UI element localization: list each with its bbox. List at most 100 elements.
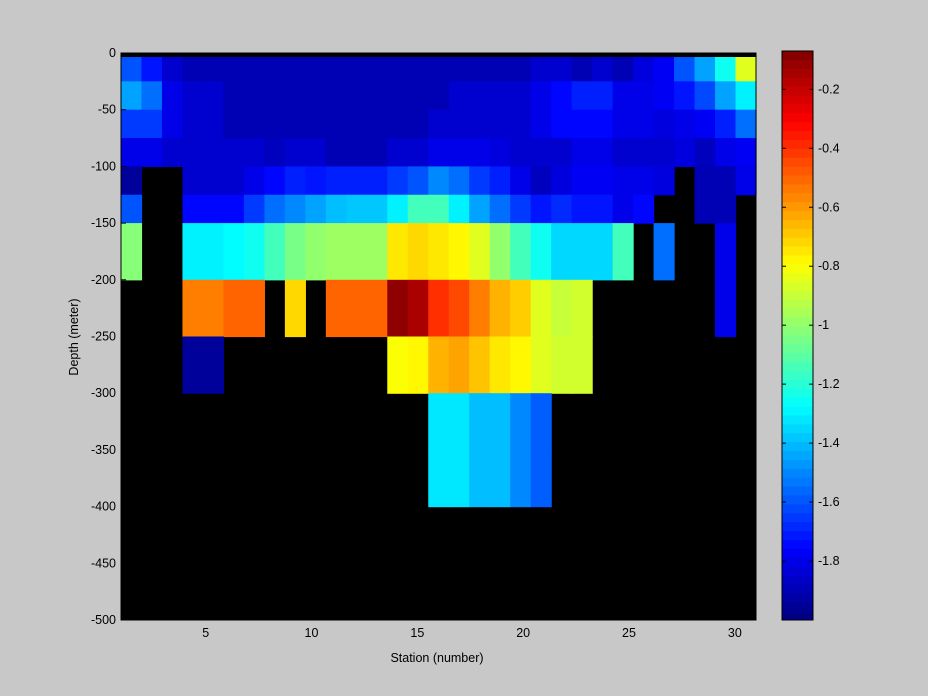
- heatmap-cell: [551, 166, 573, 196]
- heatmap-cell: [592, 53, 614, 82]
- heatmap-cell: [284, 194, 306, 224]
- colorbar-step: [782, 459, 813, 470]
- heatmap-cell: [448, 53, 470, 82]
- heatmap-cell: [387, 53, 409, 82]
- heatmap-cell: [612, 166, 634, 196]
- heatmap-cell: [530, 393, 552, 451]
- heatmap-cell: [674, 109, 696, 139]
- heatmap-cell: [571, 279, 593, 338]
- colorbar-frame: [781, 50, 814, 621]
- colorbar-step: [782, 86, 813, 96]
- heatmap-cell: [346, 166, 368, 196]
- heatmap-cell: [264, 194, 286, 224]
- heatmap-cell: [366, 194, 388, 224]
- heatmap-cell: [592, 138, 614, 167]
- heatmap-cell: [674, 138, 696, 167]
- heatmap-cell: [182, 53, 204, 82]
- heatmap-cell: [489, 449, 511, 508]
- y-tick-label: -450: [91, 556, 116, 570]
- heatmap-cell: [448, 81, 470, 111]
- heatmap-cell: [592, 194, 614, 224]
- colorbar-step: [782, 406, 813, 417]
- colorbar-step: [782, 584, 813, 594]
- colorbar-tick-label: -1.4: [818, 436, 840, 450]
- heatmap-cell: [510, 393, 532, 451]
- colorbar-step: [782, 451, 813, 461]
- heatmap-cell: [674, 53, 696, 82]
- heatmap-cell: [530, 194, 552, 224]
- colorbar-step: [782, 477, 813, 488]
- heatmap-cell: [530, 138, 552, 167]
- heatmap-cell: [551, 223, 573, 281]
- heatmap-cell: [161, 81, 184, 111]
- heatmap-cell: [674, 81, 696, 111]
- colorbar-step: [782, 299, 813, 310]
- colorbar-step: [782, 148, 813, 159]
- colorbar-step: [782, 486, 813, 497]
- heatmap-cell: [141, 53, 163, 82]
- heatmap-cell: [428, 194, 450, 224]
- heatmap-cell: [284, 166, 306, 196]
- heatmap-cell: [346, 81, 368, 111]
- heatmap-cell: [715, 109, 737, 139]
- heatmap-cell: [489, 279, 511, 338]
- heatmap-cell: [407, 223, 429, 281]
- heatmap-cell: [633, 109, 655, 139]
- heatmap-cell: [264, 223, 286, 281]
- heatmap-cell: [325, 53, 347, 82]
- heatmap-cell: [571, 336, 593, 394]
- heatmap-cell: [121, 81, 143, 111]
- colorbar: [782, 51, 813, 621]
- heatmap-cell: [182, 138, 204, 167]
- heatmap-cell: [448, 449, 470, 508]
- heatmap-cell: [530, 53, 552, 82]
- heatmap-cell: [571, 223, 593, 281]
- heatmap-cell: [202, 138, 225, 167]
- heatmap-cell: [264, 81, 286, 111]
- colorbar-tick-label: -1: [818, 318, 829, 332]
- heatmap-cell: [633, 194, 655, 224]
- heatmap-cell: [121, 194, 143, 224]
- heatmap-cell: [346, 53, 368, 82]
- heatmap-cell: [510, 109, 532, 139]
- heatmap-cell: [448, 393, 470, 451]
- colorbar-step: [782, 175, 813, 185]
- heatmap-cell: [182, 166, 204, 196]
- colorbar-step: [782, 157, 813, 168]
- heatmap-cell: [182, 279, 204, 338]
- heatmap-cell: [366, 138, 388, 167]
- heatmap-cell: [448, 166, 470, 196]
- heatmap-cells: [121, 53, 757, 508]
- heatmap-cell: [510, 166, 532, 196]
- heatmap-cell: [469, 166, 491, 196]
- heatmap-cell: [141, 109, 163, 139]
- heatmap-cell: [346, 279, 368, 338]
- x-axis-ticks: 5 10 15 20 25 30: [202, 615, 742, 640]
- heatmap-cell: [202, 223, 225, 281]
- heatmap-cell: [121, 223, 143, 281]
- heatmap-cell: [510, 53, 532, 82]
- heatmap-cell: [387, 336, 409, 394]
- colorbar-ticks: -0.2 -0.4 -0.6 -0.8 -1 -1.2 -1.4 -1.6 -1.8: [782, 82, 840, 568]
- heatmap-cell: [469, 109, 491, 139]
- heatmap-cell: [489, 109, 511, 139]
- colorbar-step: [782, 219, 813, 230]
- heatmap-cell: [264, 53, 286, 82]
- colorbar-step: [782, 51, 813, 61]
- heatmap-cell: [284, 279, 306, 338]
- colorbar-step: [782, 575, 813, 585]
- heatmap-cell: [387, 279, 409, 338]
- heatmap-cell: [182, 223, 204, 281]
- heatmap-cell: [264, 166, 286, 196]
- heatmap-cell: [489, 166, 511, 196]
- heatmap-cell: [715, 81, 737, 111]
- heatmap-cell: [653, 81, 675, 111]
- colorbar-tick-label: -0.2: [818, 82, 840, 96]
- heatmap-cell: [243, 138, 265, 167]
- heatmap-cell: [551, 81, 573, 111]
- surface-edge: [121, 53, 756, 57]
- colorbar-step: [782, 442, 813, 452]
- colorbar-step: [782, 557, 813, 568]
- heatmap-cell: [407, 194, 429, 224]
- heatmap-cell: [612, 53, 634, 82]
